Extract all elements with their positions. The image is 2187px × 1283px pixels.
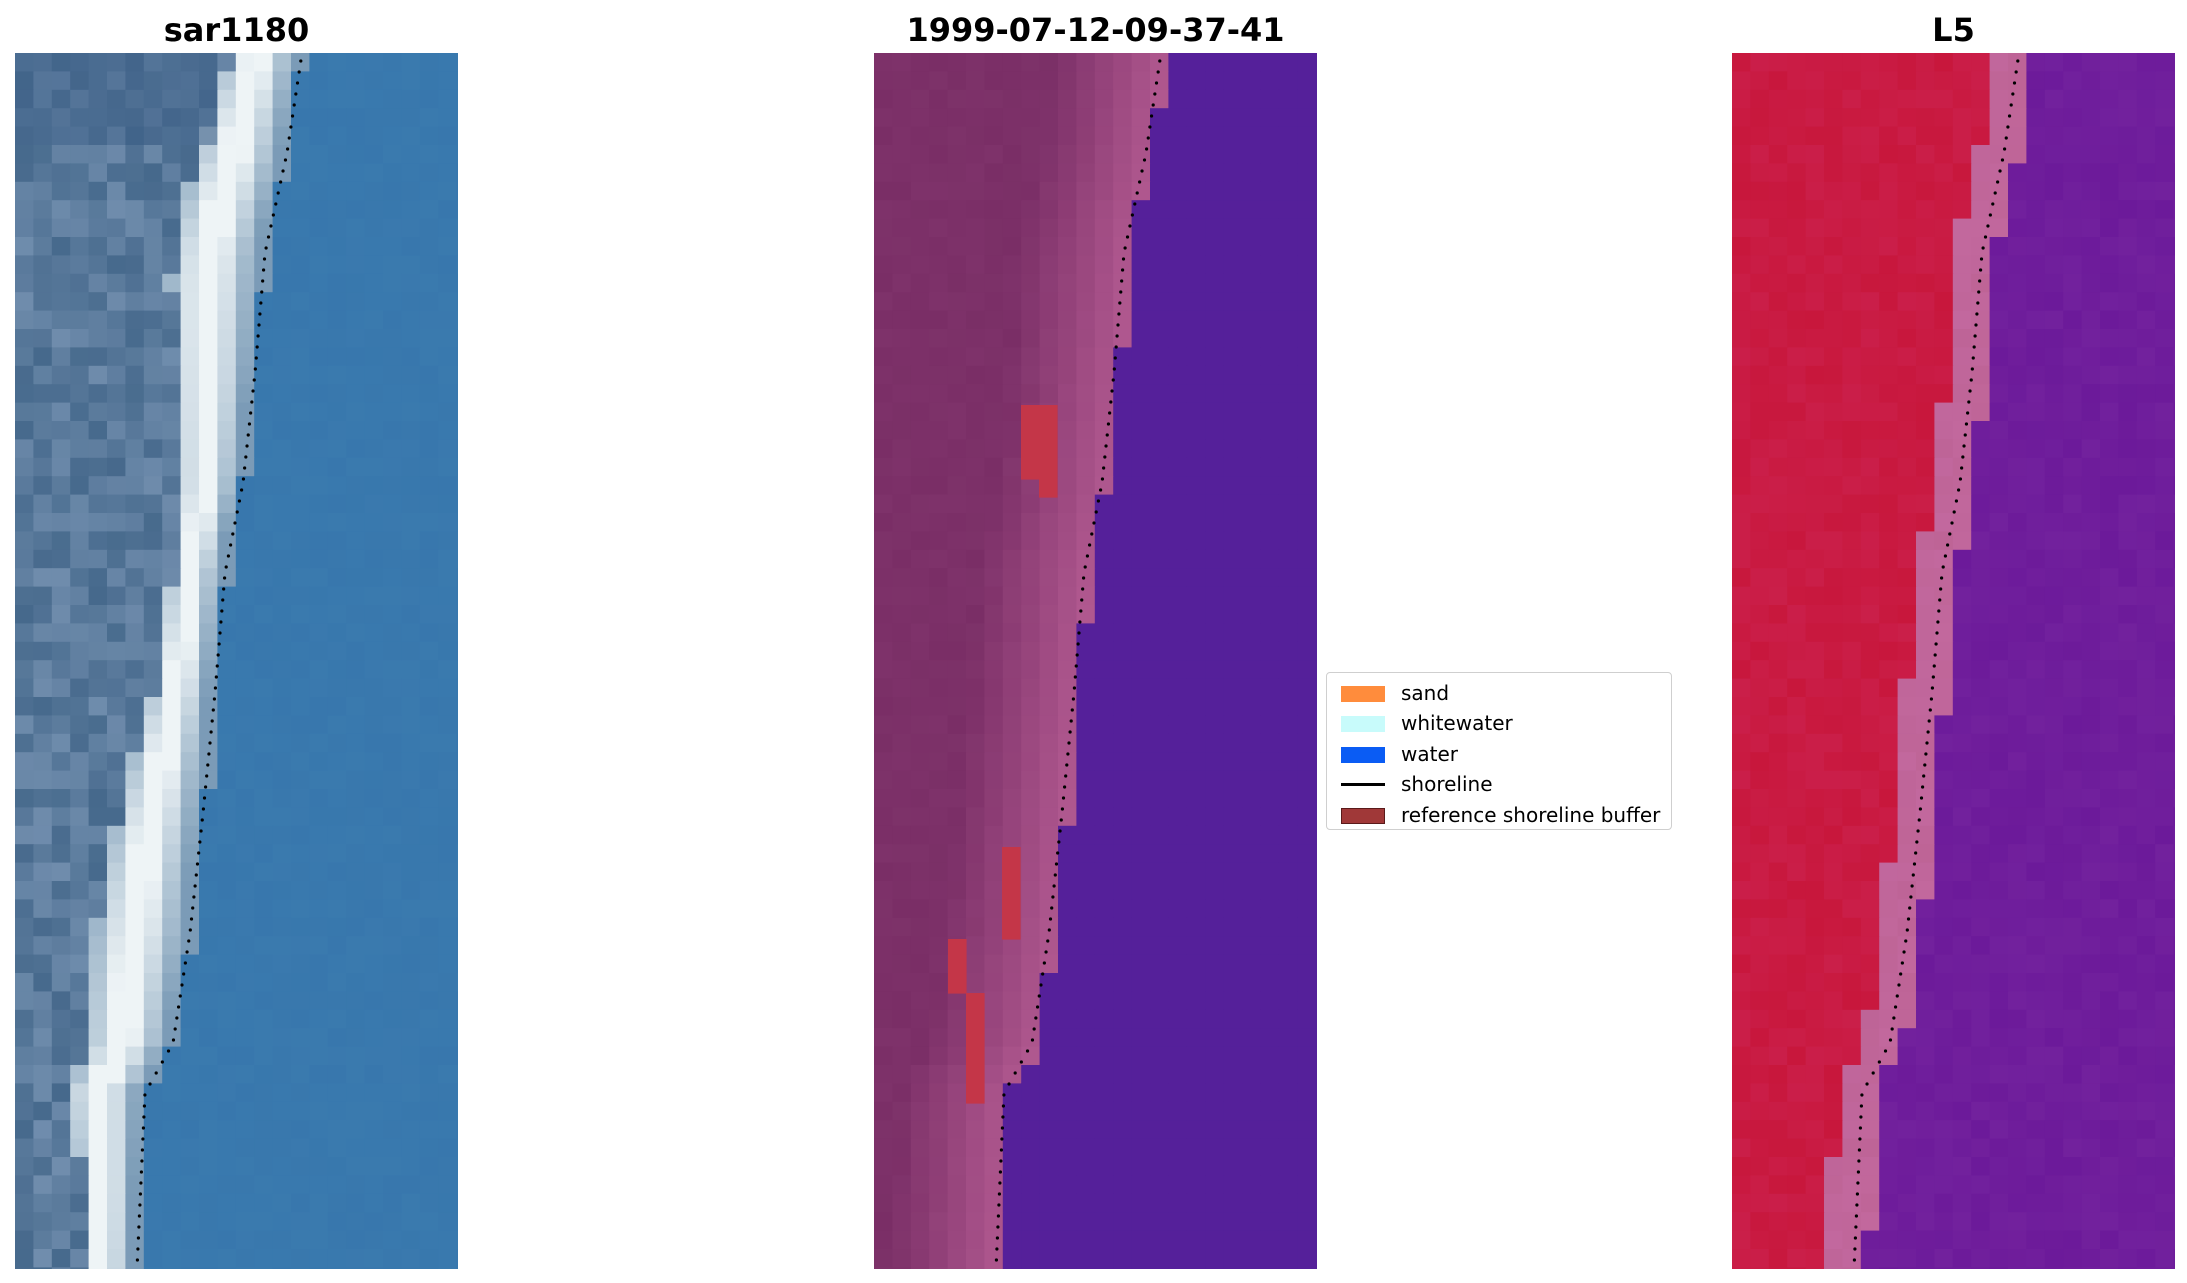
panel-title-rgb: sar1180: [163, 11, 310, 49]
shoreline-index: [1852, 59, 2020, 1262]
legend-item-sand: sand: [1333, 678, 1671, 708]
legend-label: shoreline: [1401, 772, 1493, 797]
legend-label: reference shoreline buffer: [1401, 802, 1661, 827]
legend: sand whitewater water shoreline reference sh…: [1326, 672, 1672, 830]
light-cyan-patch-icon: [1341, 716, 1385, 733]
legend-item-water: water: [1333, 739, 1671, 769]
legend-item-shoreline: shoreline: [1333, 769, 1671, 799]
shoreline-rgb: [135, 59, 303, 1262]
legend-label: whitewater: [1401, 711, 1513, 736]
legend-label: water: [1401, 741, 1458, 766]
panel-title-index: L5: [1932, 11, 1975, 49]
legend-item-reference-shoreline-buffer: reference shoreline buffer: [1333, 800, 1671, 830]
legend-item-whitewater: whitewater: [1333, 708, 1671, 738]
legend-label: sand: [1401, 681, 1450, 705]
panel-title-classified: 1999-07-12-09-37-41: [906, 11, 1285, 49]
index-image-panel: [1732, 53, 2175, 1269]
orange-patch-icon: [1341, 686, 1385, 702]
shoreline-classified: [994, 59, 1162, 1262]
classified-image-panel: [874, 53, 1317, 1269]
black-line-icon: [1341, 783, 1385, 787]
blue-patch-icon: [1341, 746, 1385, 763]
dark-red-patch-icon: [1341, 807, 1385, 824]
rgb-image-panel: [15, 53, 458, 1269]
